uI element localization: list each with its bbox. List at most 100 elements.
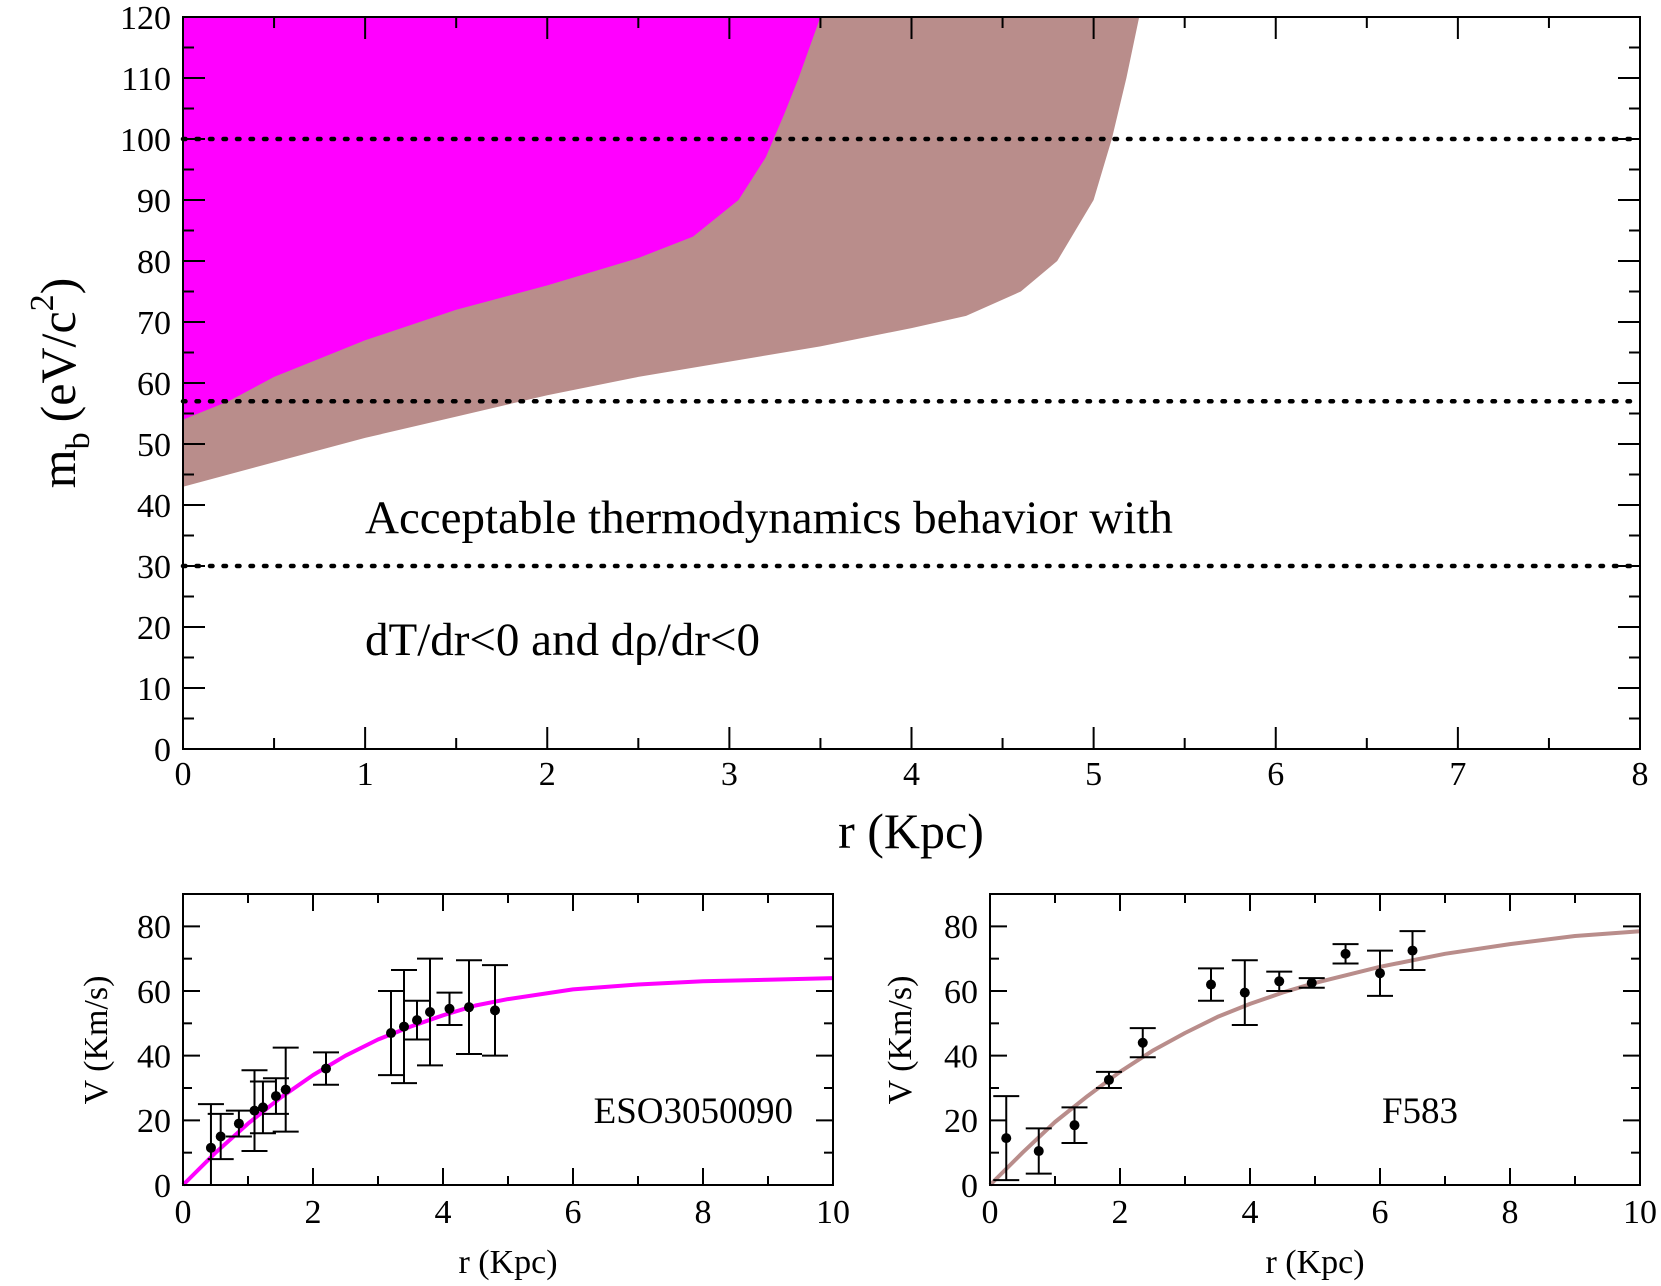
ylabel-unit: (eV/c — [30, 311, 86, 422]
point-marker — [1407, 945, 1418, 956]
eso-data-points — [197, 957, 508, 1185]
point-marker — [1001, 1133, 1012, 1144]
point-marker — [321, 1063, 331, 1074]
y-tick-label: 20 — [944, 1103, 978, 1140]
point-marker — [1375, 968, 1385, 979]
point-marker — [1206, 979, 1216, 990]
x-tick-label: 10 — [816, 1194, 850, 1231]
ylabel-sup: 2 — [24, 294, 61, 311]
point-marker — [280, 1084, 291, 1095]
data-point — [436, 991, 463, 1026]
x-tick-label: 0 — [175, 756, 192, 793]
y-tick-label: 80 — [137, 244, 171, 281]
y-tick-label: 70 — [137, 305, 171, 342]
point-marker — [1306, 977, 1317, 988]
point-marker — [490, 1005, 500, 1016]
y-tick-label: 20 — [137, 610, 171, 647]
f583-fit-curve — [988, 929, 1641, 1187]
y-tick-label: 0 — [961, 1168, 978, 1205]
point-marker — [425, 1007, 435, 1018]
y-tick-label: 60 — [137, 974, 171, 1011]
data-point — [241, 1069, 268, 1153]
data-point — [1298, 977, 1325, 989]
point-marker — [257, 1102, 268, 1113]
data-point — [207, 1112, 234, 1161]
top-regions — [183, 17, 1140, 487]
top-annotation-line1: Acceptable thermodynamics behavior with — [365, 492, 1173, 544]
y-tick-label: 40 — [137, 1039, 171, 1076]
data-point — [404, 999, 430, 1041]
data-point — [1198, 967, 1224, 1002]
y-tick-label: 50 — [137, 427, 171, 464]
eso-plot-frame — [182, 893, 834, 1186]
point-marker — [412, 1015, 422, 1026]
y-tick-label: 80 — [944, 909, 978, 946]
data-point — [262, 1077, 289, 1115]
point-marker — [444, 1003, 455, 1014]
point-marker — [1239, 987, 1250, 998]
x-tick-label: 0 — [982, 1194, 999, 1231]
ylabel-close: ) — [30, 278, 86, 295]
f583-data-points — [993, 930, 1426, 1182]
x-tick-label: 2 — [539, 756, 556, 793]
eso-chart: 0 2 4 6 8 10 0 20 40 60 80 ESO3050090 r (Kpc) V (K… — [78, 893, 850, 1281]
data-point — [1095, 1070, 1122, 1089]
eso-ticks: 0 2 4 6 8 10 0 20 40 60 80 — [137, 893, 850, 1231]
x-tick-label: 8 — [695, 1194, 712, 1231]
data-point — [1025, 1127, 1052, 1175]
x-tick-label: 2 — [305, 1194, 322, 1231]
x-tick-label: 4 — [435, 1194, 452, 1231]
x-tick-label: 1 — [357, 756, 374, 793]
eso-fit-curve — [181, 976, 834, 1187]
f583-y-axis-label: V (Km/s) — [882, 976, 919, 1105]
data-point — [272, 1046, 299, 1133]
data-point — [1266, 970, 1293, 992]
eso-x-axis-label: r (Kpc) — [458, 1244, 557, 1281]
data-point — [1129, 1027, 1156, 1059]
top-y-axis-label: mb (eV/c2) — [24, 278, 97, 489]
y-tick-label: 30 — [137, 549, 171, 586]
point-marker — [1274, 976, 1285, 987]
top-annotation-line2: dT/dr<0 and dρ/dr<0 — [365, 614, 760, 666]
data-point — [313, 1051, 339, 1086]
data-point — [482, 964, 508, 1057]
ylabel-sub: b — [60, 432, 97, 449]
point-marker — [464, 1002, 474, 1013]
f583-chart: 0 2 4 6 8 10 0 20 40 60 80 F583 r (Kpc) V (Km/s) — [882, 893, 1657, 1281]
data-point — [1399, 930, 1426, 971]
data-point — [993, 1095, 1020, 1182]
point-marker — [233, 1118, 244, 1129]
point-marker — [1033, 1146, 1044, 1157]
magenta-region — [183, 17, 821, 420]
fit-curve — [181, 976, 834, 1187]
y-tick-label: 100 — [120, 122, 171, 159]
data-point — [1367, 949, 1393, 997]
x-tick-label: 7 — [1449, 756, 1466, 793]
point-marker — [270, 1091, 281, 1102]
y-tick-label: 40 — [944, 1039, 978, 1076]
x-tick-label: 6 — [565, 1194, 582, 1231]
data-point — [1332, 943, 1359, 965]
data-point — [249, 1080, 276, 1135]
point-marker — [1137, 1037, 1148, 1048]
data-point — [197, 1103, 224, 1185]
y-tick-label: 20 — [137, 1103, 171, 1140]
y-tick-label: 90 — [137, 183, 171, 220]
ylabel-main: m — [30, 449, 86, 488]
f583-ticks: 0 2 4 6 8 10 0 20 40 60 80 — [944, 893, 1657, 1231]
x-tick-label: 6 — [1267, 756, 1284, 793]
point-marker — [249, 1105, 260, 1116]
y-tick-label: 10 — [137, 671, 171, 708]
x-tick-label: 8 — [1632, 756, 1649, 793]
y-tick-label: 80 — [137, 909, 171, 946]
point-marker — [386, 1028, 396, 1039]
data-point — [456, 959, 482, 1056]
y-tick-label: 60 — [137, 366, 171, 403]
x-tick-label: 6 — [1372, 1194, 1389, 1231]
y-tick-label: 0 — [154, 1168, 171, 1205]
x-tick-label: 5 — [1085, 756, 1102, 793]
x-tick-label: 2 — [1112, 1194, 1129, 1231]
f583-galaxy-label: F583 — [1382, 1091, 1458, 1132]
